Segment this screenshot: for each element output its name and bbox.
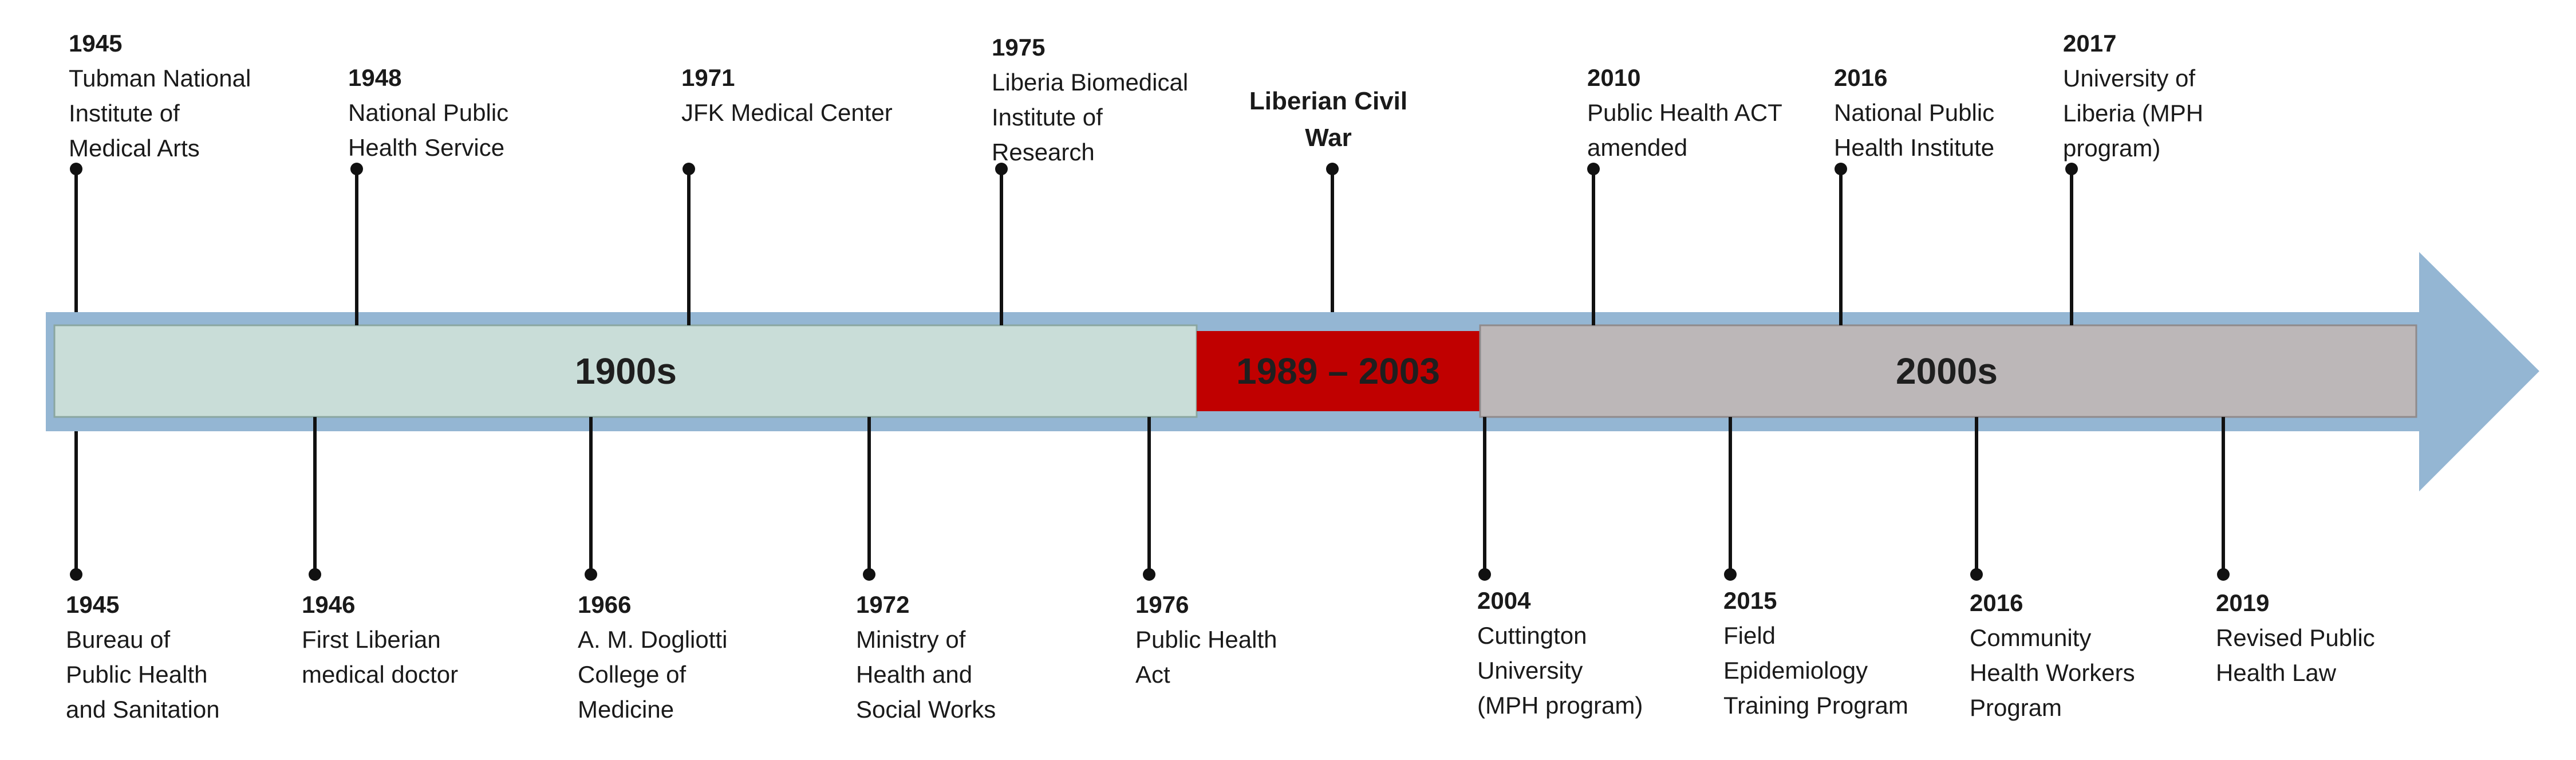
top-event: 1971 JFK Medical Center bbox=[681, 60, 922, 130]
connector-dot bbox=[1326, 163, 1339, 175]
connector-dot bbox=[683, 163, 695, 175]
era-1900s-segment bbox=[53, 324, 1198, 418]
event-year: 1945 bbox=[69, 30, 123, 57]
connector-dot bbox=[309, 568, 321, 581]
top-connectors bbox=[70, 163, 2078, 325]
event-description: Liberia Biomedical Institute of Research bbox=[992, 69, 1189, 166]
top-event: 2016 National Public Health Institute bbox=[1834, 60, 2040, 165]
event-year: 1971 bbox=[681, 64, 735, 91]
civil-war-years-label: 1989 – 2003 bbox=[1236, 351, 1440, 392]
event-year: 2004 bbox=[1477, 587, 1531, 614]
top-event: 2010 Public Health ACT amended bbox=[1587, 60, 1805, 165]
top-event: 1975 Liberia Biomedical Institute of Res… bbox=[992, 30, 1221, 170]
event-description: Tubman National Institute of Medical Art… bbox=[69, 65, 251, 162]
event-year: 1976 bbox=[1135, 591, 1189, 618]
connector-dot bbox=[1970, 568, 1983, 581]
connector-dot bbox=[1835, 163, 1847, 175]
connector-dot bbox=[1143, 568, 1155, 581]
connector-dot bbox=[995, 163, 1008, 175]
event-description: Public Health ACT amended bbox=[1587, 99, 1782, 161]
event-description: JFK Medical Center bbox=[681, 99, 893, 126]
bottom-event: 1976 Public Health Act bbox=[1135, 587, 1342, 692]
bottom-event: 2015 Field Epidemiology Training Program bbox=[1723, 583, 1952, 723]
bottom-event: 1945 Bureau of Public Health and Sanitat… bbox=[66, 587, 272, 727]
civil-war-segment bbox=[1197, 331, 1480, 411]
event-description: Ministry of Health and Social Works bbox=[856, 626, 996, 723]
event-year: 2016 bbox=[1834, 64, 1888, 91]
event-description: First Liberian medical doctor bbox=[302, 626, 459, 688]
connector-dot bbox=[70, 163, 82, 175]
event-description: Cuttington University (MPH program) bbox=[1477, 622, 1643, 719]
event-year: 1966 bbox=[578, 591, 632, 618]
connector-dot bbox=[1587, 163, 1600, 175]
event-description: Bureau of Public Health and Sanitation bbox=[66, 626, 220, 723]
event-year: 2016 bbox=[1970, 589, 2023, 616]
connector-dot bbox=[2217, 568, 2230, 581]
era-2000s-label: 2000s bbox=[1896, 351, 1998, 392]
top-event: 1945 Tubman National Institute of Medica… bbox=[69, 26, 275, 166]
connector-dot bbox=[863, 568, 875, 581]
event-description: University of Liberia (MPH program) bbox=[2063, 65, 2204, 162]
bottom-event: 2016 Community Health Workers Program bbox=[1970, 585, 2176, 725]
event-year: 1946 bbox=[302, 591, 356, 618]
event-description: National Public Health Institute bbox=[1834, 99, 1995, 161]
bottom-connectors bbox=[70, 417, 2230, 581]
connector-dot bbox=[1478, 568, 1491, 581]
event-description: National Public Health Service bbox=[348, 99, 509, 161]
event-year: 2010 bbox=[1587, 64, 1641, 91]
bottom-event: 2019 Revised Public Health Law bbox=[2216, 585, 2422, 690]
event-description: A. M. Dogliotti College of Medicine bbox=[578, 626, 728, 723]
top-event: 2017 University of Liberia (MPH program) bbox=[2063, 26, 2269, 166]
event-year: 2017 bbox=[2063, 30, 2117, 57]
top-event: 1948 National Public Health Service bbox=[348, 60, 554, 165]
event-description: Field Epidemiology Training Program bbox=[1723, 622, 1908, 719]
event-year: 1975 bbox=[992, 34, 1046, 61]
bottom-event: 1946 First Liberian medical doctor bbox=[302, 587, 508, 692]
event-description: Revised Public Health Law bbox=[2216, 624, 2375, 686]
civil-war-label: Liberian Civil War bbox=[1249, 87, 1408, 152]
event-description: Community Health Workers Program bbox=[1970, 624, 2135, 721]
era-1900s-label: 1900s bbox=[575, 351, 677, 392]
era-2000s-segment bbox=[1479, 324, 2417, 418]
event-year: 1945 bbox=[66, 591, 120, 618]
connector-dot bbox=[585, 568, 597, 581]
connector-dot bbox=[2065, 163, 2078, 175]
event-year: 2019 bbox=[2216, 589, 2270, 616]
bottom-event: 1972 Ministry of Health and Social Works bbox=[856, 587, 1062, 727]
event-year: 1948 bbox=[348, 64, 402, 91]
connector-dot bbox=[1724, 568, 1737, 581]
event-year: 2015 bbox=[1723, 587, 1777, 614]
event-description: Public Health Act bbox=[1135, 626, 1277, 688]
bottom-event: 2004 Cuttington University (MPH program) bbox=[1477, 583, 1683, 723]
connector-dot bbox=[350, 163, 363, 175]
connector-dot bbox=[70, 568, 82, 581]
event-year: 1972 bbox=[856, 591, 910, 618]
bottom-event: 1966 A. M. Dogliotti College of Medicine bbox=[578, 587, 784, 727]
